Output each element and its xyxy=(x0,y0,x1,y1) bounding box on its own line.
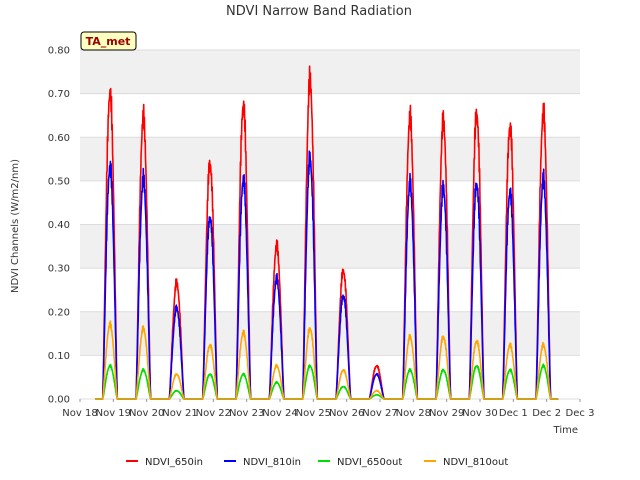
x-tick-label: Nov 30 xyxy=(462,408,497,419)
x-tick-label: Dec 3 xyxy=(566,408,595,419)
x-tick-label: Nov 23 xyxy=(229,408,264,419)
y-tick-label: 0.60 xyxy=(48,133,70,144)
series-layer xyxy=(95,65,559,400)
x-tick-label: Nov 28 xyxy=(396,408,431,419)
x-tick-label: Dec 1 xyxy=(499,408,528,419)
x-tick-label: Nov 24 xyxy=(262,408,297,419)
x-tick-label: Nov 26 xyxy=(329,408,364,419)
y-tick-label: 0.70 xyxy=(48,89,70,100)
legend-label: NDVI_810out xyxy=(443,457,508,468)
x-tick-label: Nov 22 xyxy=(196,408,231,419)
band xyxy=(80,50,580,94)
y-tick-label: 0.10 xyxy=(48,351,70,362)
x-tick-label: Nov 20 xyxy=(129,408,164,419)
chart-title: NDVI Narrow Band Radiation xyxy=(226,4,412,19)
y-tick-label: 0.30 xyxy=(48,264,70,275)
band xyxy=(80,137,580,181)
band xyxy=(80,311,580,356)
x-tick-label: Nov 29 xyxy=(429,408,464,419)
y-tick-label: 0.20 xyxy=(48,307,70,318)
x-tick-label: Nov 19 xyxy=(96,408,131,419)
y-tick-label: 0.00 xyxy=(48,395,70,406)
x-tick-label: Nov 27 xyxy=(362,408,397,419)
grid xyxy=(80,49,580,400)
y-axis: 0.00 0.10 0.20 0.30 0.40 0.50 0.60 0.70 0.80 xyxy=(48,46,70,406)
x-tick-label: Dec 2 xyxy=(532,408,561,419)
y-axis-title: NDVI Channels (W/m2/nm) xyxy=(10,159,21,293)
x-tick-label: Nov 25 xyxy=(296,408,331,419)
x-axis-title: Time xyxy=(553,425,578,436)
x-tick-label: Nov 18 xyxy=(62,408,97,419)
y-tick-label: 0.40 xyxy=(48,220,70,231)
legend-label: NDVI_650out xyxy=(337,457,402,468)
legend-label: NDVI_650in xyxy=(145,457,203,468)
y-tick-label: 0.80 xyxy=(48,46,70,57)
legend: NDVI_650in NDVI_810in NDVI_650out NDVI_810o… xyxy=(126,457,508,468)
legend-label: NDVI_810in xyxy=(243,457,301,468)
band xyxy=(80,224,580,269)
x-tick-label: Nov 21 xyxy=(162,408,197,419)
series-NDVI_810out xyxy=(95,320,559,400)
badge: TA_met xyxy=(80,31,137,51)
y-tick-label: 0.50 xyxy=(48,176,70,187)
badge-label: TA_met xyxy=(86,35,131,48)
